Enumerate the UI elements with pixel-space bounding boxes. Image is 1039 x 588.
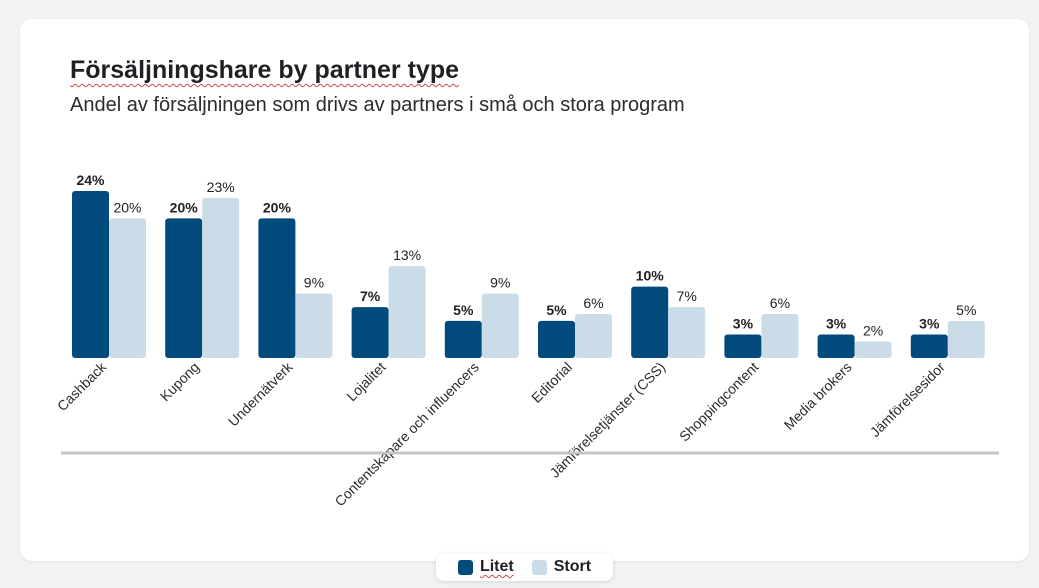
category-label-2: Undernätverk	[225, 358, 296, 429]
bar-stort-4	[481, 293, 519, 358]
bar-litet-6	[631, 286, 669, 358]
bar-stort-0	[109, 218, 146, 358]
bar-stort-1	[202, 197, 240, 358]
data-label-litet-2: 20%	[263, 199, 292, 215]
data-label-litet-8: 3%	[826, 316, 847, 332]
data-label-litet-3: 7%	[360, 288, 381, 304]
bar-litet-7	[724, 334, 762, 358]
category-label-3: Lojalitet	[343, 359, 389, 405]
legend-label-stort: Stort	[553, 558, 592, 575]
category-label-7: Shoppingcontent	[676, 359, 762, 445]
category-label-5: Editorial	[528, 359, 575, 406]
legend-item-stort[interactable]: Stort	[531, 558, 592, 576]
bar-stort-7	[761, 314, 799, 358]
data-label-stort-9: 5%	[956, 302, 976, 318]
bar-stort-9	[947, 320, 985, 358]
bar-litet-1	[165, 218, 203, 358]
legend-swatch-litet	[457, 559, 473, 575]
data-label-stort-6: 7%	[677, 288, 697, 304]
legend-label-litet: Litet	[479, 558, 514, 575]
bar-litet-3	[351, 307, 389, 358]
data-label-litet-4: 5%	[453, 302, 474, 318]
data-label-stort-1: 23%	[207, 179, 235, 195]
category-label-0: Cashback	[54, 358, 110, 414]
bar-litet-2	[258, 218, 296, 358]
data-label-stort-8: 2%	[863, 322, 883, 338]
bar-litet-8	[817, 334, 855, 358]
category-label-8: Media brokers	[781, 359, 855, 433]
bar-litet-5	[538, 320, 575, 358]
legend: Litet Stort	[436, 553, 613, 581]
data-label-stort-3: 13%	[393, 247, 421, 263]
bar-stort-5	[575, 314, 612, 358]
bar-stort-8	[854, 341, 892, 358]
data-label-stort-0: 20%	[113, 199, 141, 215]
bar-litet-9	[910, 334, 948, 358]
bar-stort-3	[388, 266, 426, 358]
legend-swatch-stort	[531, 559, 547, 575]
data-label-litet-7: 3%	[733, 316, 754, 332]
category-label-9: Jämförelsesidor	[867, 359, 948, 440]
category-label-1: Kupong	[157, 359, 202, 404]
data-label-litet-9: 3%	[919, 316, 940, 332]
legend-item-litet[interactable]: Litet	[457, 558, 514, 576]
bar-litet-4	[444, 320, 482, 358]
data-label-stort-2: 9%	[304, 275, 324, 291]
data-label-stort-4: 9%	[490, 275, 510, 291]
data-label-stort-5: 6%	[583, 295, 603, 311]
bar-stort-6	[668, 307, 706, 358]
data-label-litet-6: 10%	[636, 268, 665, 284]
data-label-stort-7: 6%	[770, 295, 790, 311]
data-label-litet-1: 20%	[170, 199, 199, 215]
bar-stort-2	[295, 293, 333, 358]
chart-title: Försäljningshare by partner type	[70, 56, 459, 84]
chart-subtitle: Andel av försäljningen som drivs av part…	[70, 94, 685, 116]
data-label-litet-5: 5%	[546, 302, 567, 318]
data-label-litet-0: 24%	[76, 172, 105, 188]
bar-litet-0	[72, 191, 109, 358]
